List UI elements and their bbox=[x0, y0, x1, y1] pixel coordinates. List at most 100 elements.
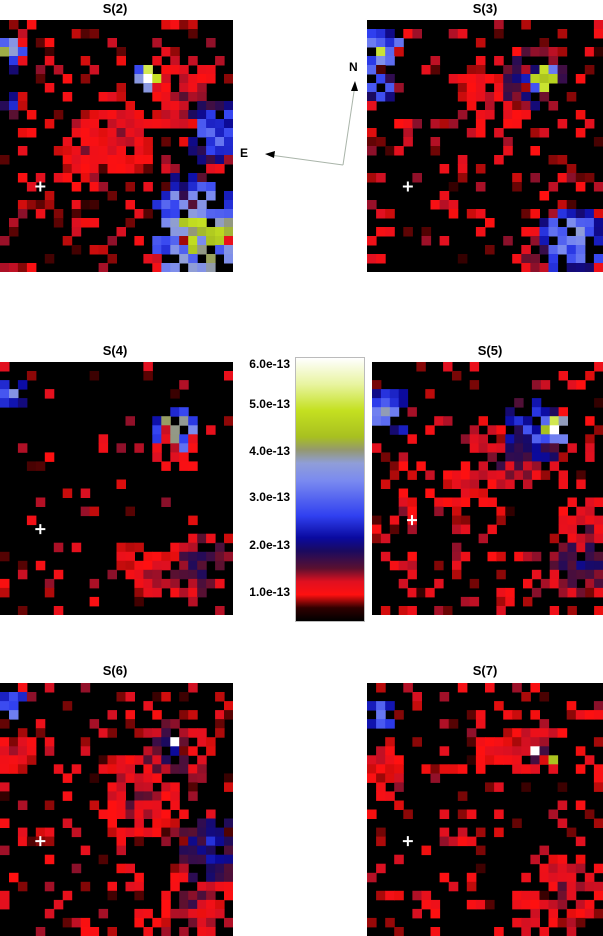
map-cell bbox=[161, 20, 171, 30]
map-cell bbox=[215, 692, 225, 702]
map-cell bbox=[26, 755, 37, 765]
map-cell bbox=[575, 74, 586, 84]
map-cell bbox=[152, 746, 162, 756]
map-cell bbox=[539, 65, 550, 75]
map-cell bbox=[539, 92, 550, 102]
east-label: E bbox=[240, 146, 248, 160]
map-cell bbox=[460, 551, 471, 562]
map-cell bbox=[521, 92, 531, 102]
map-cell bbox=[523, 596, 533, 607]
map-cell bbox=[531, 398, 542, 408]
map-cell bbox=[143, 362, 153, 372]
map-cell bbox=[80, 488, 91, 498]
map-cell bbox=[44, 908, 55, 919]
map-cell bbox=[539, 746, 550, 756]
map-cell bbox=[514, 434, 524, 444]
map-cell bbox=[566, 236, 577, 246]
map-cell bbox=[376, 65, 386, 75]
map-cell bbox=[549, 416, 560, 426]
map-cell bbox=[44, 827, 55, 838]
map-cell bbox=[116, 146, 126, 156]
map-cell bbox=[549, 569, 560, 580]
map-cell bbox=[594, 515, 603, 526]
map-cell bbox=[134, 782, 144, 792]
map-cell bbox=[44, 38, 55, 48]
map-cell bbox=[62, 164, 73, 174]
map-cell bbox=[416, 362, 426, 372]
map-cell bbox=[188, 263, 198, 272]
map-cell bbox=[593, 782, 603, 792]
map-cell bbox=[549, 407, 560, 417]
map-cell bbox=[558, 587, 568, 598]
map-cell bbox=[466, 872, 477, 883]
map-cell bbox=[116, 119, 126, 129]
map-cell bbox=[514, 425, 524, 435]
map-cell bbox=[215, 542, 225, 553]
map-cell bbox=[188, 29, 198, 39]
map-cell bbox=[71, 182, 82, 192]
map-cell bbox=[466, 74, 477, 84]
map-cell bbox=[152, 254, 162, 264]
map-cell bbox=[439, 164, 450, 174]
map-cell bbox=[557, 200, 568, 210]
panel-title-s4: S(4) bbox=[102, 343, 128, 358]
map-cell bbox=[505, 407, 515, 417]
map-cell bbox=[376, 782, 386, 792]
map-cell bbox=[71, 146, 82, 156]
map-cell bbox=[530, 47, 540, 57]
map-cell bbox=[585, 533, 595, 544]
map-cell bbox=[585, 524, 595, 535]
map-cell bbox=[412, 119, 422, 129]
map-cell bbox=[457, 254, 468, 264]
map-cell bbox=[412, 701, 422, 711]
map-cell bbox=[62, 74, 73, 84]
map-cell bbox=[197, 881, 207, 892]
map-cell bbox=[505, 452, 515, 462]
map-cell bbox=[125, 809, 135, 819]
map-cell bbox=[206, 863, 216, 874]
map-cell bbox=[485, 899, 495, 910]
map-cell bbox=[17, 746, 28, 756]
map-cell bbox=[585, 560, 595, 571]
map-cell bbox=[539, 227, 550, 237]
map-cell bbox=[530, 917, 540, 928]
map-cell bbox=[161, 551, 171, 562]
map-cell bbox=[398, 578, 409, 589]
map-cell bbox=[0, 362, 10, 372]
map-cell bbox=[152, 578, 162, 589]
map-cell bbox=[26, 200, 37, 210]
map-cell bbox=[503, 236, 513, 246]
map-cell bbox=[403, 29, 413, 39]
map-cell bbox=[161, 218, 171, 228]
map-cell bbox=[457, 110, 468, 120]
map-cell bbox=[540, 380, 551, 390]
map-cell bbox=[206, 209, 216, 219]
map-cell bbox=[584, 881, 595, 892]
map-cell bbox=[512, 710, 522, 720]
map-cell bbox=[421, 65, 432, 75]
map-cell bbox=[558, 479, 568, 489]
map-cell bbox=[557, 65, 568, 75]
map-cell bbox=[188, 560, 198, 571]
map-cell bbox=[179, 836, 189, 847]
map-cell bbox=[17, 827, 28, 838]
map-cell bbox=[593, 209, 603, 219]
map-cell bbox=[134, 827, 144, 838]
map-cell bbox=[35, 461, 46, 471]
map-cell bbox=[9, 398, 19, 408]
map-cell bbox=[17, 146, 28, 156]
map-cell bbox=[593, 227, 603, 237]
reference-cross-marker bbox=[402, 836, 413, 847]
map-cell bbox=[170, 218, 180, 228]
map-cell bbox=[475, 110, 486, 120]
map-cell bbox=[448, 200, 459, 210]
map-cell bbox=[89, 371, 100, 381]
map-cell bbox=[398, 560, 409, 571]
map-cell bbox=[0, 236, 10, 246]
map-cell bbox=[503, 101, 513, 111]
map-cell bbox=[376, 764, 386, 774]
map-cell bbox=[385, 773, 395, 783]
map-cell bbox=[512, 917, 522, 928]
map-cell bbox=[567, 443, 577, 453]
map-cell bbox=[539, 38, 550, 48]
